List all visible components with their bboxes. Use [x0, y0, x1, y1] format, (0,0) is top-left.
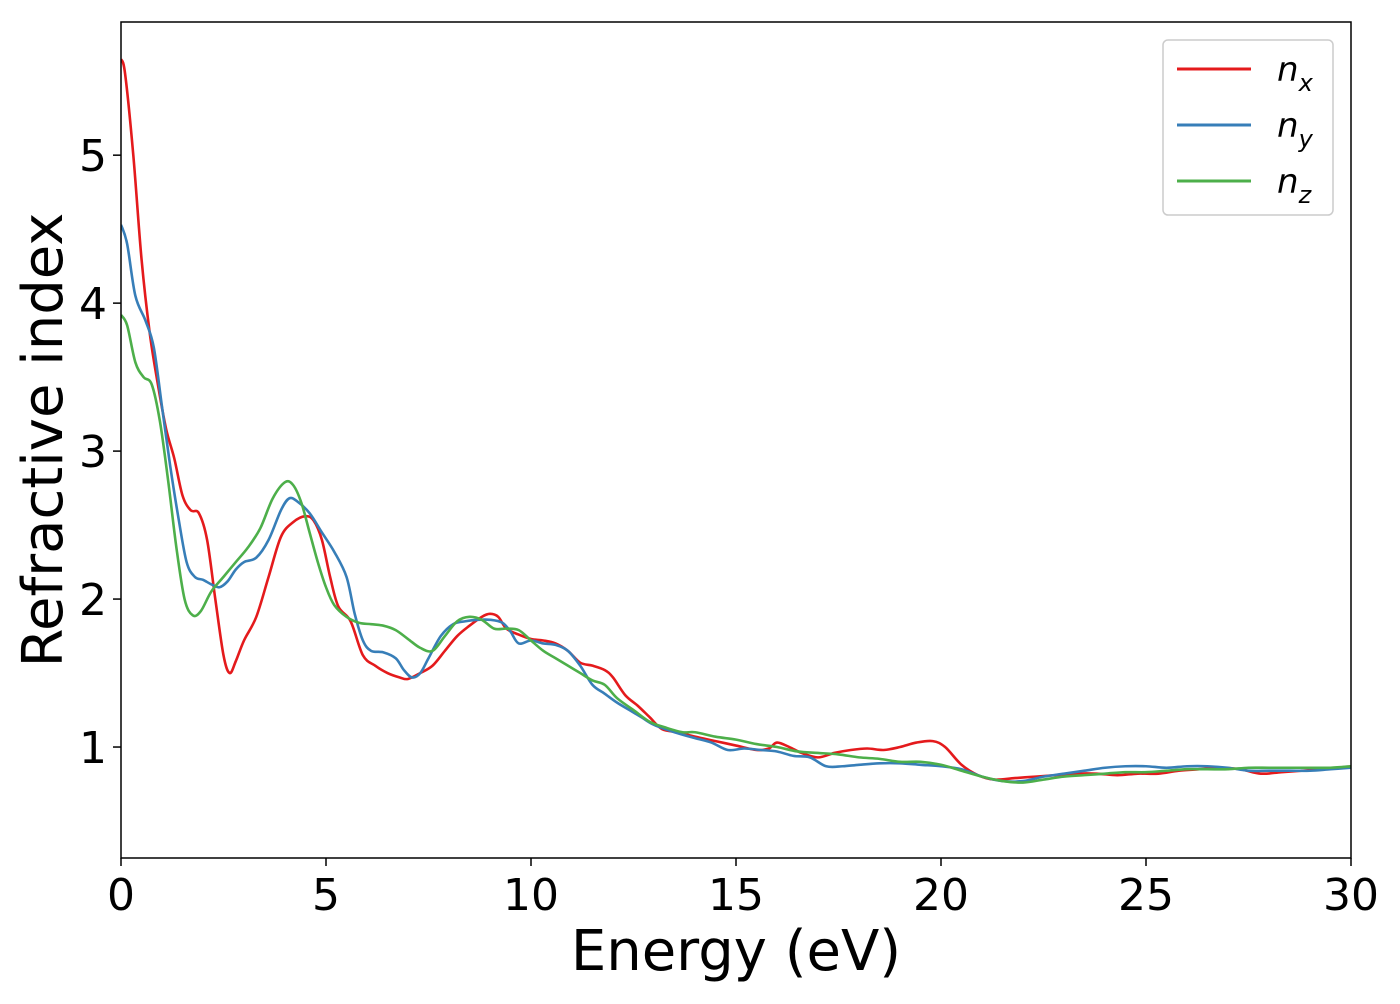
y-tick-label: 5 — [79, 131, 107, 182]
legend-item-n-x: nx — [1177, 50, 1314, 97]
y-tick-label: 3 — [79, 427, 107, 478]
x-tick-label: 15 — [708, 870, 764, 921]
y-tick-label: 1 — [79, 723, 107, 774]
x-tick-label: 10 — [503, 870, 559, 921]
x-tick-label: 0 — [107, 870, 135, 921]
series-layer — [121, 58, 1351, 784]
x-tick-label: 5 — [312, 870, 340, 921]
x-tick-label: 25 — [1118, 870, 1174, 921]
y-tick-label: 4 — [79, 279, 107, 330]
series-line-n-y — [121, 224, 1351, 783]
ticks-layer: 0 5 10 15 20 25 30 1 2 3 4 5 — [79, 131, 1379, 921]
x-axis-title: Energy (eV) — [571, 919, 901, 984]
x-tick-label: 30 — [1323, 870, 1379, 921]
x-tick-label: 20 — [913, 870, 969, 921]
y-axis-title: Refractive index — [11, 213, 76, 668]
legend-label: nx — [1277, 50, 1314, 97]
legend-box — [1162, 39, 1334, 216]
y-tick-label: 2 — [79, 575, 107, 626]
series-line-n-z — [121, 314, 1351, 784]
